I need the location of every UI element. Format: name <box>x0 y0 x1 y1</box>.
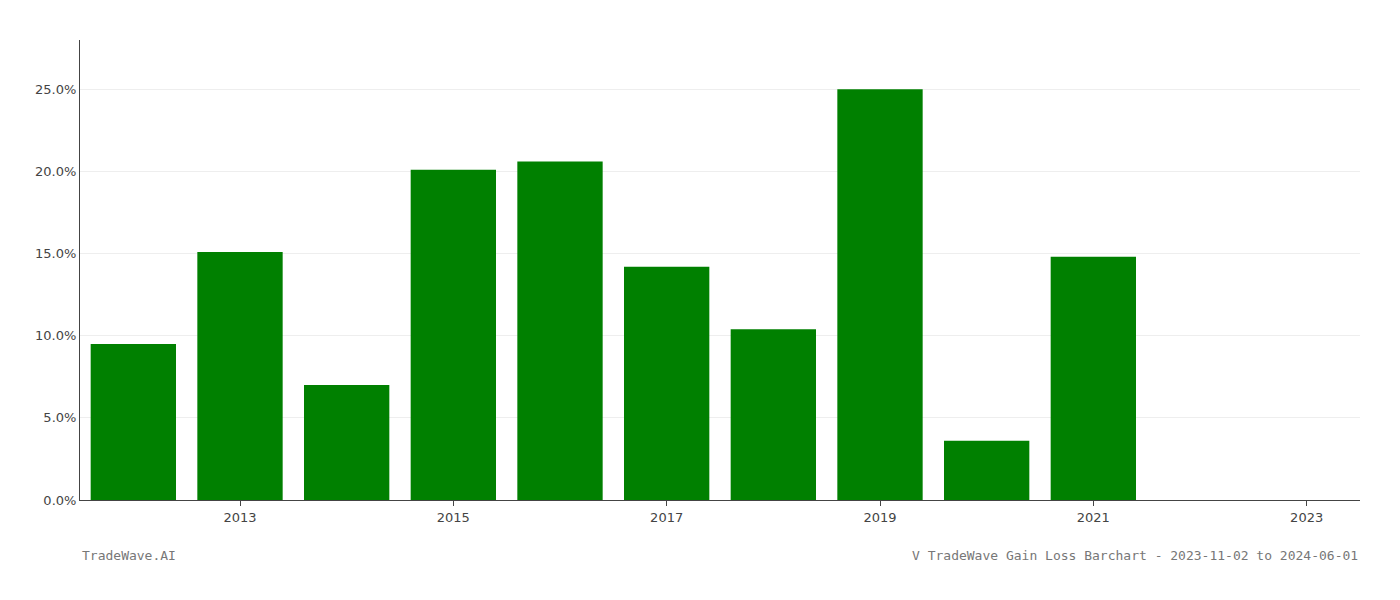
svg-text:2015: 2015 <box>437 510 470 525</box>
svg-text:2019: 2019 <box>863 510 896 525</box>
svg-text:2021: 2021 <box>1077 510 1110 525</box>
svg-text:15.0%: 15.0% <box>35 246 76 261</box>
svg-text:10.0%: 10.0% <box>35 328 76 343</box>
svg-text:5.0%: 5.0% <box>43 410 76 425</box>
svg-text:2013: 2013 <box>223 510 256 525</box>
svg-text:2017: 2017 <box>650 510 683 525</box>
svg-text:2023: 2023 <box>1290 510 1323 525</box>
svg-text:25.0%: 25.0% <box>35 82 76 97</box>
svg-text:V TradeWave Gain Loss Barchart: V TradeWave Gain Loss Barchart - 2023-11… <box>912 548 1358 563</box>
svg-text:TradeWave.AI: TradeWave.AI <box>82 548 176 563</box>
svg-text:0.0%: 0.0% <box>43 493 76 508</box>
svg-text:20.0%: 20.0% <box>35 164 76 179</box>
